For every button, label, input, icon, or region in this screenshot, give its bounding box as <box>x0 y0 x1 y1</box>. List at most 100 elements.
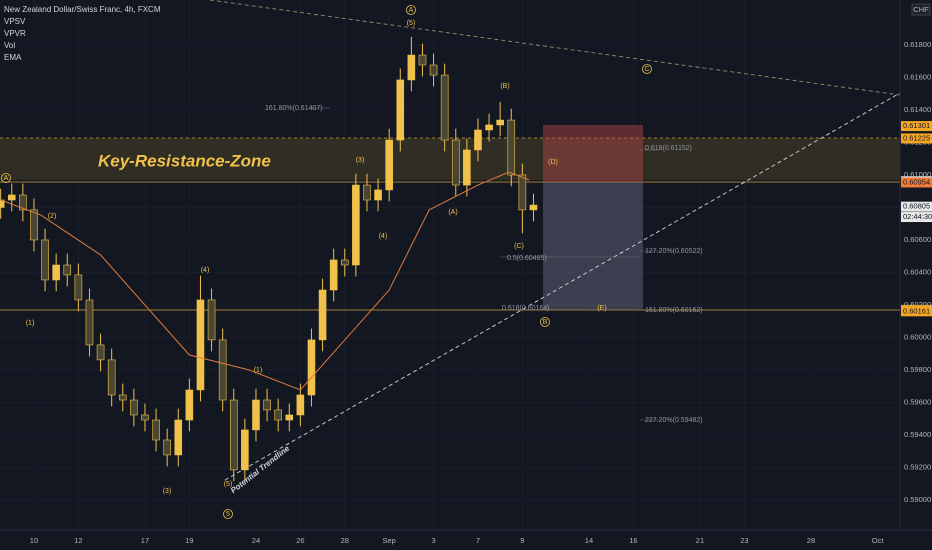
x-tick-label: 28 <box>807 536 815 545</box>
candle-body <box>141 414 149 421</box>
y-tick-label: 0.61400 <box>904 105 931 114</box>
zone-label: Key-Resistance-Zone <box>98 151 271 170</box>
candle-body <box>52 264 60 281</box>
chart-title: New Zealand Dollar/Swiss Franc, 4h, FXCM <box>4 5 161 14</box>
candle-body <box>418 54 427 66</box>
candle-body <box>196 299 205 391</box>
x-tick-label: 21 <box>696 536 704 545</box>
candle-body <box>429 64 438 76</box>
wave-label: (5) <box>224 481 233 488</box>
indicator: VPVR <box>4 29 26 38</box>
candle-body <box>507 119 516 176</box>
price-axis <box>900 0 932 550</box>
resistance-zone <box>0 138 900 180</box>
wave-label: C <box>644 66 649 73</box>
x-tick-label: 10 <box>30 536 38 545</box>
candle-body <box>485 124 493 131</box>
price-badge-label: 0.60161 <box>903 306 930 315</box>
fib-label: 0.618(0.60164) <box>502 305 549 312</box>
candle-body <box>329 259 338 291</box>
currency-box <box>911 3 931 16</box>
candle-body <box>407 54 416 81</box>
y-tick-label: 0.61000 <box>904 170 931 179</box>
candle-body <box>30 209 38 241</box>
indicator: EMA <box>4 53 22 62</box>
candle-body <box>174 419 183 456</box>
candle-body <box>496 119 504 126</box>
x-tick-label: 7 <box>476 536 480 545</box>
y-tick-label: 0.59400 <box>904 430 931 439</box>
wave-label: (A) <box>448 209 457 216</box>
wave-label: A <box>409 7 414 14</box>
candle-body <box>285 414 294 421</box>
wave-label: (1) <box>26 320 35 327</box>
candle-body <box>96 344 105 361</box>
x-tick-label: 26 <box>296 536 304 545</box>
wave-label: (B) <box>500 83 509 90</box>
candle-body <box>229 399 238 471</box>
candle-body <box>318 289 327 341</box>
candles <box>0 36 538 482</box>
candle-body <box>152 419 160 441</box>
countdown: 02:44:30 <box>903 212 932 221</box>
y-tick-label: 0.59200 <box>904 462 931 471</box>
fib-label: 227.20%(0.59482) <box>645 417 703 424</box>
price-badge <box>901 306 932 317</box>
x-tick-label: 9 <box>520 536 524 545</box>
candle-body <box>41 239 49 281</box>
x-tick-label: Oct <box>872 536 885 545</box>
x-tick-label: 17 <box>141 536 149 545</box>
wave-label: (E) <box>597 305 606 312</box>
y-tick-label: 0.60600 <box>904 235 931 244</box>
candle-body <box>118 394 127 401</box>
price-badge <box>901 133 932 144</box>
y-tick-label: 0.59800 <box>904 365 931 374</box>
x-tick-label: 3 <box>431 536 435 545</box>
candle-body <box>396 79 405 141</box>
candle-body <box>363 184 371 201</box>
wave-label: (D) <box>548 159 558 166</box>
wave-label: A <box>4 175 9 182</box>
wave-label: (3) <box>356 157 365 164</box>
price-badge-label: 0.61301 <box>903 121 930 130</box>
price-badge <box>901 121 932 132</box>
wave-label: (1) <box>254 367 263 374</box>
y-tick-label: 0.59000 <box>904 495 931 504</box>
candle-body <box>274 409 282 421</box>
axes: 0.59000 0.59200 0.59400 0.59600 0.59800 0.600… <box>30 40 932 545</box>
candle-body <box>252 399 260 431</box>
indicator: VPSV <box>4 17 26 26</box>
x-tick-label: 23 <box>740 536 748 545</box>
candle-body <box>63 264 72 276</box>
candle-body <box>518 174 527 211</box>
wave-label: (2) <box>48 213 57 220</box>
price-badge <box>901 177 932 188</box>
y-tick-label: 0.61800 <box>904 40 931 49</box>
candle-body <box>130 399 138 416</box>
candle-body <box>374 189 382 201</box>
price-badge <box>901 201 932 212</box>
fib-label: 127.20%(0.60522) <box>645 248 703 255</box>
x-tick-label: Sep <box>382 536 395 545</box>
fib-label: 161.80%(0.61407) <box>265 105 323 112</box>
wave-label: B <box>543 319 548 326</box>
fib-label: 161.80%(0.60162) <box>645 307 703 314</box>
price-badge-label: 0.61225 <box>903 133 930 142</box>
y-tick-label: 0.60200 <box>904 300 931 309</box>
wave-label: (3) <box>163 488 172 495</box>
candle-body <box>163 439 171 456</box>
candle-body <box>207 299 216 341</box>
candle-body <box>352 184 360 266</box>
potential-trendline <box>224 92 901 481</box>
x-tick-label: 28 <box>341 536 349 545</box>
candle-body <box>74 274 83 301</box>
candle-body <box>19 194 27 211</box>
candle-body <box>307 339 316 396</box>
ema-line <box>0 171 530 391</box>
fib-lines <box>310 107 660 421</box>
candle-body <box>474 129 482 151</box>
wave-circles <box>1 5 652 519</box>
fib-label: 0.618(0.61152) <box>645 145 692 152</box>
